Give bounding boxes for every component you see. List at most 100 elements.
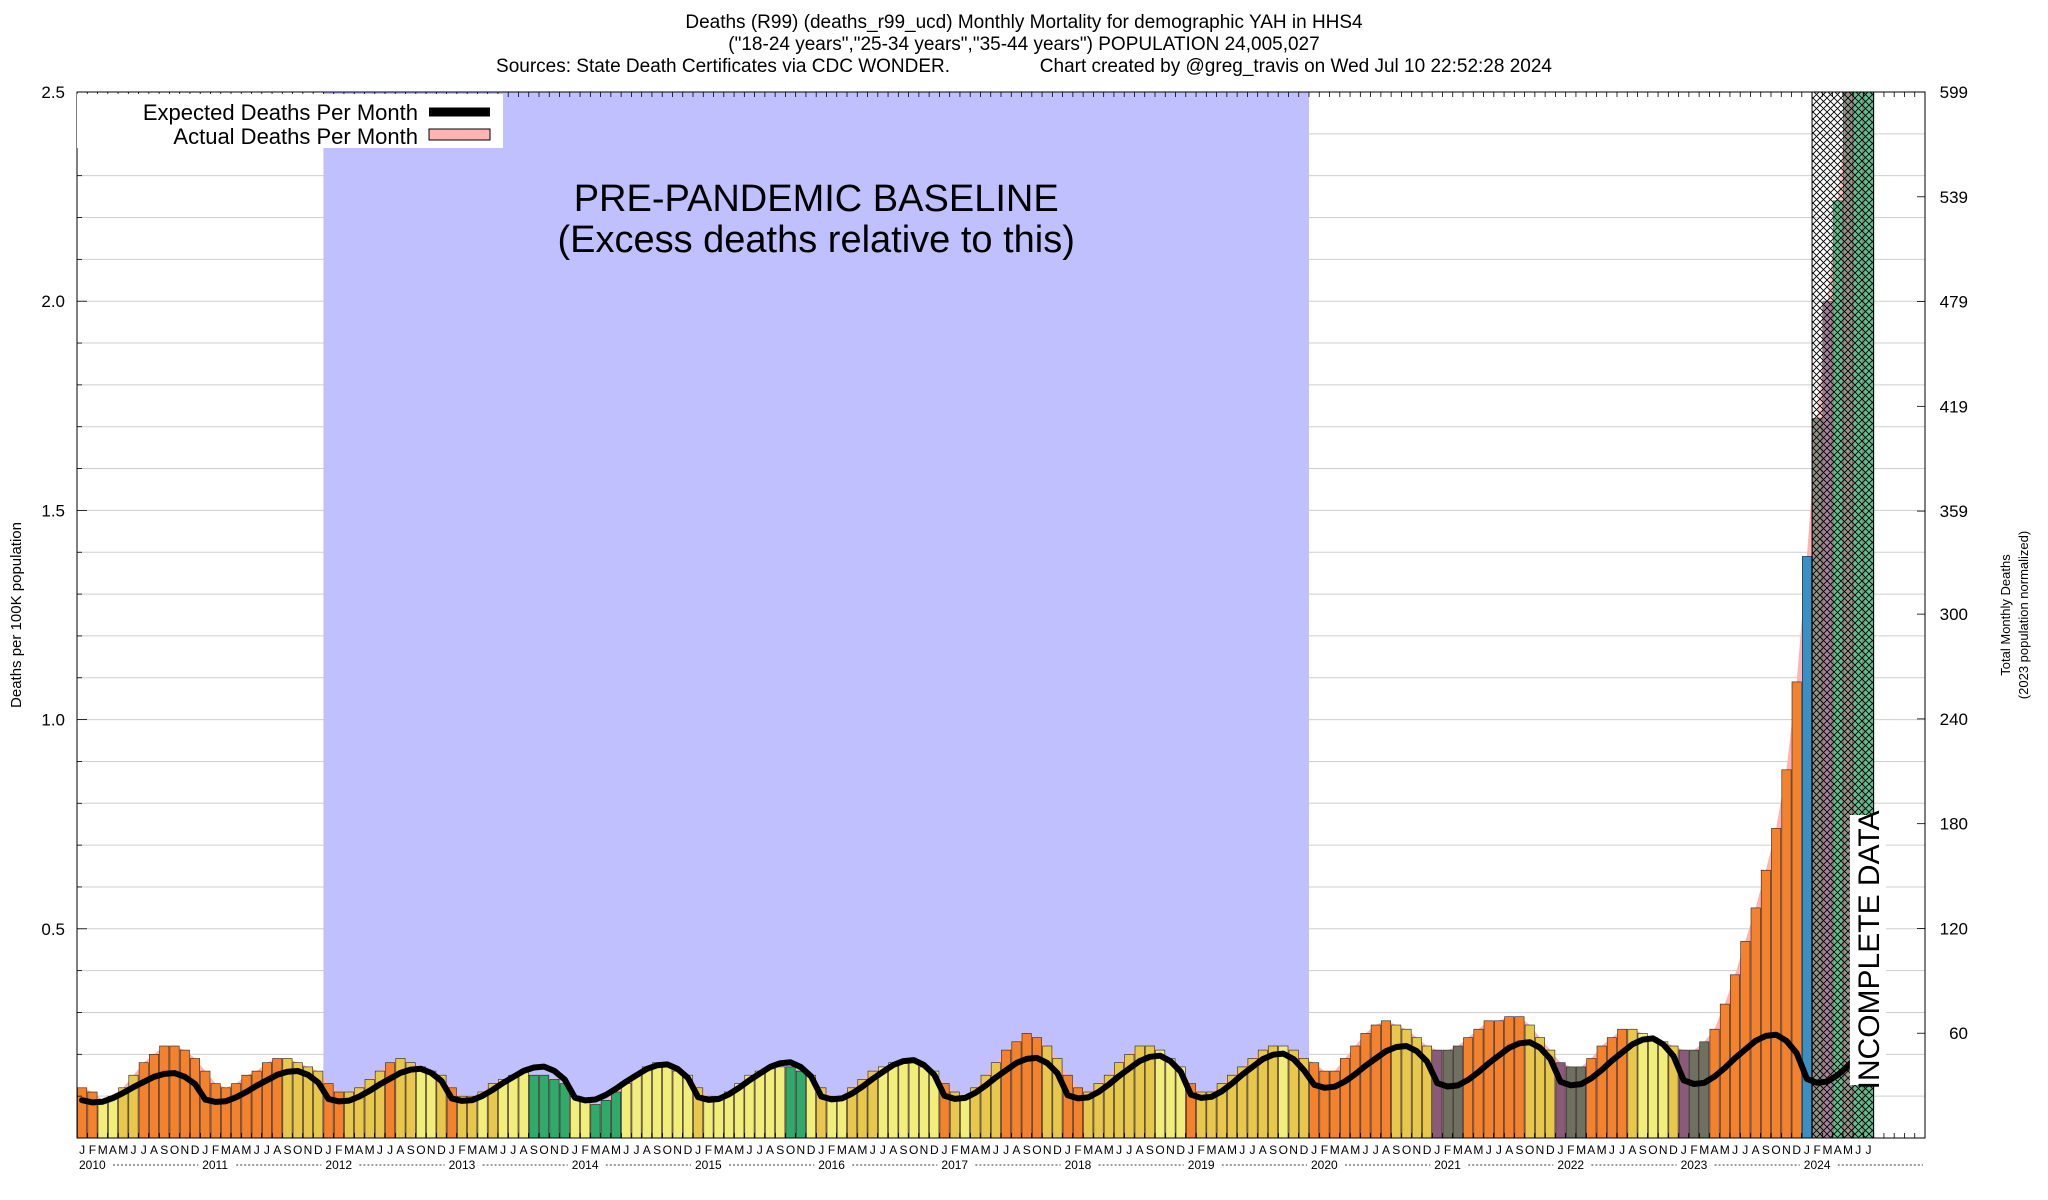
month-label: J [500, 1143, 506, 1157]
month-label: O [1648, 1143, 1657, 1157]
bar [149, 1054, 159, 1139]
bar [539, 1074, 550, 1139]
month-label: N [1536, 1143, 1545, 1157]
month-label: J [1434, 1143, 1440, 1157]
month-label: M [591, 1143, 601, 1157]
month-label: M [1350, 1143, 1360, 1157]
bar [77, 1087, 88, 1139]
month-label: O [786, 1143, 795, 1157]
month-label: J [1003, 1143, 1009, 1157]
month-label: J [870, 1143, 876, 1157]
month-label: S [1023, 1143, 1031, 1157]
month-label: A [643, 1143, 651, 1157]
month-label: F [582, 1143, 589, 1157]
year-label: 2011 [202, 1158, 228, 1172]
bar [1001, 1049, 1012, 1139]
chart-title-line1: Deaths (R99) (deaths_r99_ucd) Monthly Mo… [685, 12, 1363, 33]
month-label: M [488, 1143, 498, 1157]
bar [662, 1066, 673, 1139]
bar [1381, 1020, 1392, 1139]
month-label: M [1227, 1143, 1237, 1157]
bar [108, 1095, 118, 1139]
month-label: S [899, 1143, 907, 1157]
bar [1586, 1058, 1597, 1139]
month-label: J [1363, 1143, 1369, 1157]
month-label: D [437, 1143, 446, 1157]
month-label: J [377, 1143, 383, 1157]
month-label: A [971, 1143, 979, 1157]
bar [518, 1070, 529, 1139]
month-label: S [530, 1143, 538, 1157]
month-label: A [1382, 1143, 1390, 1157]
month-label: M [98, 1143, 108, 1157]
month-label: S [1146, 1143, 1154, 1157]
bar [405, 1062, 416, 1139]
year-label: 2018 [1065, 1158, 1092, 1172]
bar [1637, 1033, 1648, 1139]
month-label: N [427, 1143, 436, 1157]
year-label: 2016 [818, 1158, 845, 1172]
bar [1432, 1049, 1443, 1139]
bar [1463, 1037, 1474, 1139]
month-label: J [1619, 1143, 1625, 1157]
bar [1565, 1066, 1576, 1139]
bar [652, 1062, 663, 1139]
month-label: M [1330, 1143, 1340, 1157]
month-label: A [1136, 1143, 1144, 1157]
month-label: O [663, 1143, 672, 1157]
month-label: M [1576, 1143, 1586, 1157]
month-label: F [1198, 1143, 1205, 1157]
month-label: J [1116, 1143, 1122, 1157]
month-label: J [202, 1143, 208, 1157]
month-label: M [1453, 1143, 1463, 1157]
month-label: A [1341, 1143, 1349, 1157]
bar [1658, 1041, 1669, 1139]
bar [1309, 1062, 1320, 1139]
bar [169, 1045, 180, 1139]
month-label: N [304, 1143, 313, 1157]
y-tick-label: 2.0 [41, 292, 65, 311]
month-label: J [1558, 1143, 1564, 1157]
month-label: J [1239, 1143, 1245, 1157]
month-label: M [1104, 1143, 1114, 1157]
bar [1155, 1049, 1166, 1139]
month-label: M [1699, 1143, 1709, 1157]
month-label: J [1681, 1143, 1687, 1157]
month-label: D [930, 1143, 939, 1157]
month-label: J [1804, 1143, 1810, 1157]
bar [1648, 1037, 1658, 1139]
month-label: J [942, 1143, 948, 1157]
month-label: J [1311, 1143, 1317, 1157]
bar [261, 1062, 272, 1139]
y2-axis-label-line2: (2023 population normalized) [2016, 531, 2031, 699]
month-label: A [766, 1143, 774, 1157]
month-label: J [634, 1143, 640, 1157]
bar [1606, 1037, 1617, 1139]
month-label: J [993, 1143, 999, 1157]
bar [580, 1100, 591, 1139]
bar [631, 1074, 642, 1139]
month-label: A [273, 1143, 281, 1157]
year-label: 2021 [1434, 1158, 1461, 1172]
y2-tick-label: 300 [1940, 605, 1968, 624]
month-label: S [1392, 1143, 1400, 1157]
month-label: F [1814, 1143, 1821, 1157]
month-label: M [734, 1143, 744, 1157]
year-label: 2022 [1557, 1158, 1584, 1172]
month-label: J [1126, 1143, 1132, 1157]
bar [508, 1074, 519, 1139]
month-label: J [818, 1143, 824, 1157]
month-label: A [1587, 1143, 1595, 1157]
bar [1011, 1041, 1022, 1139]
month-label: D [1176, 1143, 1185, 1157]
month-label: M [467, 1143, 477, 1157]
month-label: F [458, 1143, 465, 1157]
month-label: O [1771, 1143, 1780, 1157]
month-label: J [1486, 1143, 1492, 1157]
month-label: S [1762, 1143, 1770, 1157]
year-label: 2014 [572, 1158, 599, 1172]
incomplete-label: INCOMPLETE DATA [1849, 811, 1886, 1089]
month-label: D [1300, 1143, 1309, 1157]
